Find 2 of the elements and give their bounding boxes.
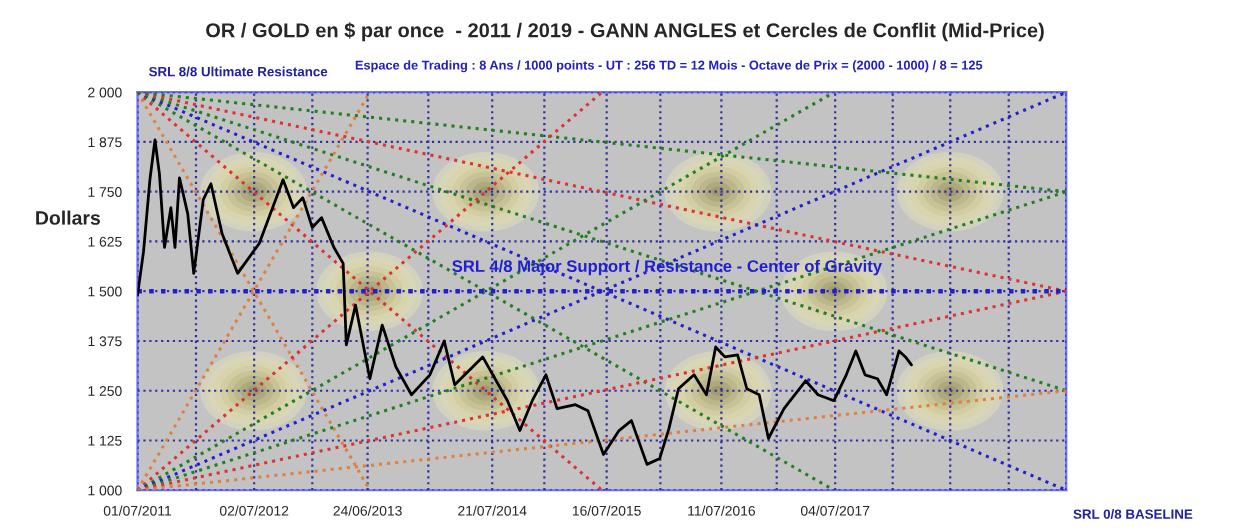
chart-title: OR / GOLD en $ par once - 2011 / 2019 - GANN ANGLES et Cercles de Conflit (Mid-Price) [206,22,1044,42]
y-axis-title: Dollars [36,210,101,225]
